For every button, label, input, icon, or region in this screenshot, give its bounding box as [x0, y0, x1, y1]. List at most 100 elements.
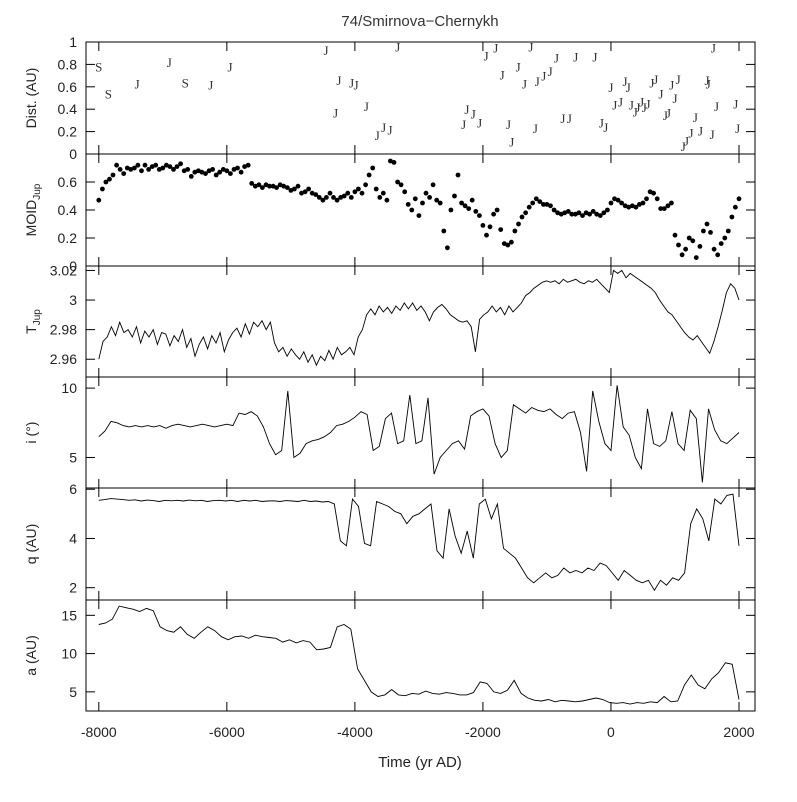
encounter-marker: J [500, 67, 505, 82]
data-point [569, 211, 575, 217]
data-point [284, 185, 290, 191]
data-point [320, 197, 326, 203]
encounter-marker: J [135, 76, 140, 91]
data-point [306, 186, 311, 192]
y-tick-label: 5 [69, 684, 77, 700]
y-axis-title-subscript: Jup [32, 183, 43, 200]
encounter-marker: J [623, 74, 628, 89]
data-point [544, 202, 550, 207]
encounter-marker: J [663, 108, 668, 123]
data-point [516, 221, 521, 227]
data-point [228, 171, 233, 177]
data-point [132, 165, 137, 171]
data-point [249, 181, 255, 186]
data-point [441, 228, 447, 234]
data-point [434, 197, 440, 203]
y-tick-label: 0.6 [58, 174, 78, 190]
encounter-marker: J [381, 120, 386, 135]
data-point [597, 213, 603, 219]
data-point [370, 165, 376, 171]
data-point [551, 207, 557, 213]
data-point [327, 190, 333, 196]
encounter-marker: J [639, 94, 644, 109]
y-tick-label: 6 [69, 481, 77, 497]
encounter-marker: S [95, 60, 102, 75]
data-point [729, 214, 735, 220]
data-point [121, 171, 127, 177]
data-point [690, 238, 696, 244]
encounter-marker: S [182, 75, 189, 90]
x-tick-label: 0 [607, 724, 615, 740]
encounter-marker: J [464, 102, 469, 117]
y-tick-label: 10 [61, 646, 77, 662]
data-point [594, 211, 600, 217]
y-tick-label: 2 [69, 580, 77, 596]
data-point [395, 179, 400, 185]
encounter-marker: J [626, 80, 631, 95]
encounter-marker: J [653, 72, 658, 87]
encounter-marker: J [461, 117, 466, 132]
data-point [533, 196, 539, 202]
encounter-marker: J [676, 72, 681, 87]
y-axis-title-subscript: Jup [32, 309, 43, 326]
data-point [725, 228, 731, 234]
data-point [701, 228, 706, 234]
data-point [509, 239, 514, 245]
encounter-marker: J [354, 78, 359, 93]
data-point [445, 245, 450, 251]
encounter-marker: J [528, 39, 533, 54]
data-point [448, 207, 454, 213]
data-point [388, 158, 393, 164]
data-point [245, 162, 251, 168]
data-point [146, 167, 152, 172]
data-point [733, 204, 738, 210]
y-tick-label: 15 [61, 607, 77, 623]
data-point [210, 167, 216, 172]
data-point [541, 202, 546, 207]
encounter-marker: J [364, 99, 369, 114]
data-point [469, 197, 475, 203]
data-point [669, 200, 674, 206]
encounter-marker: J [471, 107, 476, 122]
encounter-marker: J [612, 98, 617, 113]
data-point [498, 227, 504, 233]
data-point [736, 196, 742, 202]
encounter-marker: J [349, 75, 354, 90]
x-tick-label: -4000 [337, 724, 373, 740]
y-axis-title-dist: Dist. (AU) [23, 68, 39, 129]
encounter-marker: J [693, 110, 698, 125]
data-point [629, 203, 635, 209]
encounter-marker: J [548, 64, 553, 79]
data-point [626, 204, 632, 210]
data-point [711, 246, 717, 252]
encounter-marker: J [635, 100, 640, 115]
data-point [548, 203, 553, 209]
data-point [174, 164, 180, 170]
data-point [309, 190, 315, 196]
x-axis-title: Time (yr AD) [378, 754, 462, 771]
data-point [505, 242, 511, 248]
encounter-marker: J [333, 106, 338, 121]
chart-title: 74/Smirnova−Chernykh [341, 13, 498, 30]
data-point [430, 182, 436, 188]
encounter-marker: S [105, 87, 112, 102]
encounter-marker: J [669, 78, 674, 93]
data-point [580, 213, 585, 219]
data-point [256, 182, 262, 188]
data-point [477, 213, 482, 219]
data-point [356, 186, 361, 192]
data-point [523, 210, 528, 216]
encounter-marker: J [633, 104, 638, 119]
data-point [526, 204, 532, 210]
data-point [587, 211, 592, 217]
data-point [238, 169, 244, 175]
y-axis-title-moid: MOIDJup [23, 183, 43, 236]
y-axis-title-tjup: TJup [23, 309, 43, 334]
data-point [708, 230, 713, 235]
data-point [537, 199, 543, 205]
data-point [473, 209, 479, 214]
data-point [153, 162, 159, 168]
encounter-marker: J [375, 128, 380, 143]
encounter-marker: J [710, 127, 715, 142]
